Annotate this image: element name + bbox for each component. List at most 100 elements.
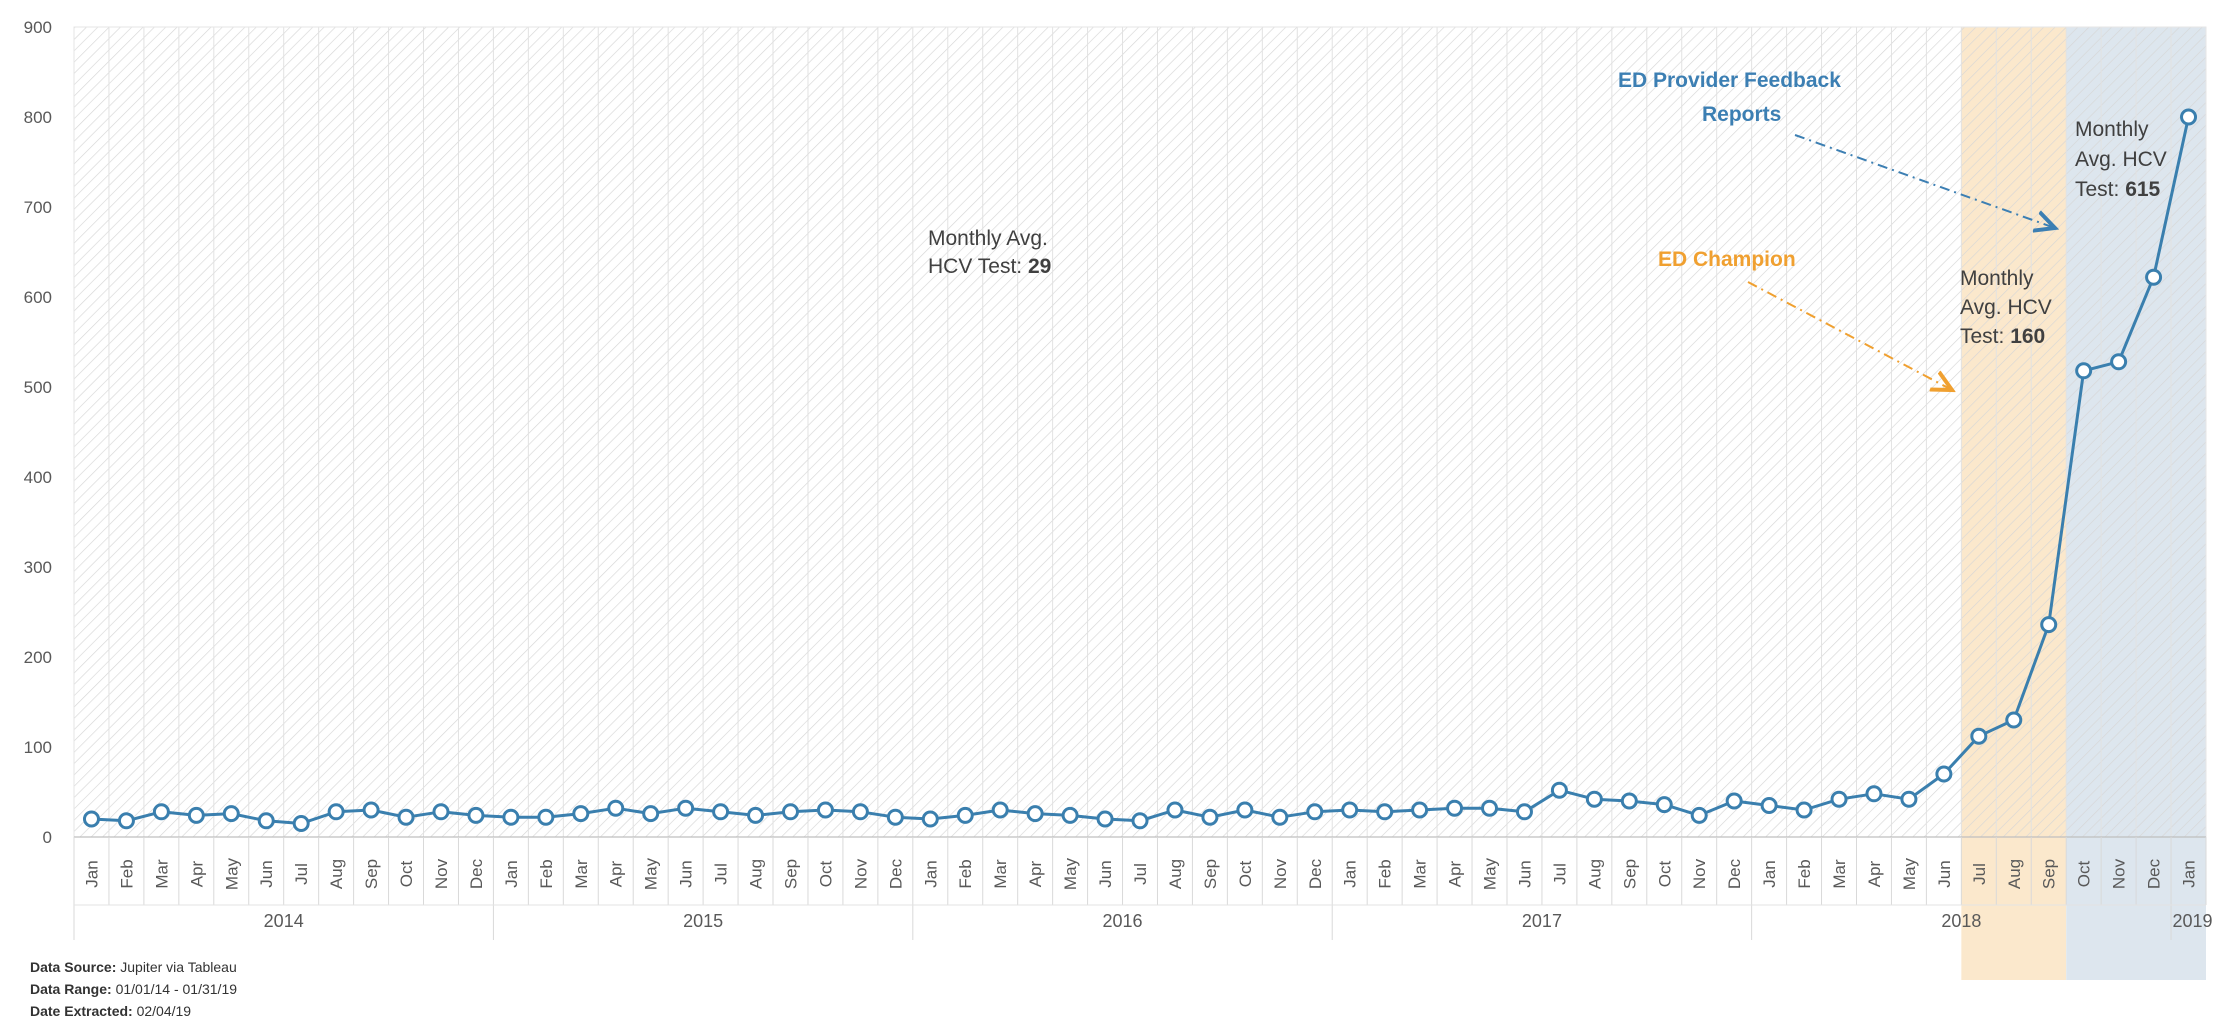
ed-provider-feedback-callout: ED Provider Feedback Reports bbox=[1618, 69, 1847, 126]
footer-extracted: Date Extracted: 02/04/19 bbox=[30, 1003, 192, 1019]
x-tick-label-month: Aug bbox=[1585, 859, 1604, 889]
x-tick-label-month: Nov bbox=[432, 858, 451, 889]
data-point bbox=[1760, 797, 1778, 814]
x-tick-label-month: Feb bbox=[1376, 859, 1395, 888]
data-source-footer: Data Source: Jupiter via Tableau Data Ra… bbox=[30, 956, 237, 1022]
ed-champion-arrow bbox=[1747, 281, 1952, 390]
x-tick-label-month: Jan bbox=[921, 860, 940, 887]
data-point bbox=[1585, 790, 1603, 808]
data-point bbox=[642, 805, 660, 823]
x-tick-label-month: Dec bbox=[1725, 858, 1744, 889]
y-tick-label: 100 bbox=[24, 738, 52, 757]
data-point bbox=[537, 808, 555, 826]
data-point bbox=[991, 801, 1009, 819]
x-tick-label-month: Feb bbox=[956, 859, 975, 888]
x-tick-label-month: Jan bbox=[2180, 860, 2199, 887]
footer-range: Data Range: 01/01/14 - 01/31/19 bbox=[30, 981, 238, 997]
x-tick-label-month: Oct bbox=[1655, 861, 1674, 888]
x-tick-label-month: May bbox=[1061, 857, 1080, 890]
x-tick-label-month: Nov bbox=[2110, 858, 2129, 889]
data-point bbox=[187, 806, 205, 824]
y-tick-label: 200 bbox=[24, 648, 52, 667]
data-point bbox=[257, 812, 275, 830]
data-point bbox=[1725, 792, 1743, 810]
x-tick-label-month: Apr bbox=[1865, 860, 1884, 887]
x-tick-label-month: Sep bbox=[1201, 859, 1220, 889]
data-point bbox=[1306, 803, 1324, 821]
data-point bbox=[1236, 801, 1254, 819]
data-point bbox=[1655, 796, 1673, 814]
x-tick-label-month: Oct bbox=[1236, 861, 1255, 888]
vertical-gridlines bbox=[73, 26, 2207, 838]
x-tick-label-month: Jan bbox=[502, 860, 521, 887]
x-axis: Jan Feb Mar Apr May Jun Jul Aug Sep Oct Nov Dec Jan F… bbox=[73, 836, 2213, 940]
data-point bbox=[1935, 765, 1953, 783]
y-axis: 0 100 200 300 400 500 600 700 800 900 bbox=[24, 18, 52, 847]
x-tick-label-month: Jun bbox=[1096, 860, 1115, 887]
baseline-annotation: Monthly Avg. HCV Test: 29 bbox=[928, 227, 1054, 278]
data-series bbox=[82, 108, 2198, 832]
x-tick-label-month: Sep bbox=[2040, 859, 2059, 889]
x-tick-label-month: Apr bbox=[607, 860, 626, 887]
x-tick-label-month: May bbox=[1481, 857, 1500, 890]
data-point bbox=[397, 808, 415, 826]
data-point bbox=[2040, 616, 2058, 634]
x-tick-label-month: Apr bbox=[1026, 860, 1045, 887]
champion-period-annotation: Monthly Avg. HCV Test: 160 bbox=[1960, 267, 2058, 348]
data-point bbox=[222, 805, 240, 823]
data-point bbox=[2145, 268, 2163, 286]
footer-source: Data Source: Jupiter via Tableau bbox=[30, 959, 237, 975]
data-point bbox=[921, 810, 939, 828]
x-tick-label-month: Oct bbox=[816, 861, 835, 888]
y-tick-label: 0 bbox=[43, 828, 52, 847]
x-tick-label-year: 2015 bbox=[683, 911, 723, 931]
x-tick-label-month: Jun bbox=[257, 860, 276, 887]
ed-champion-callout: ED Champion bbox=[1658, 248, 1796, 271]
data-point bbox=[816, 801, 834, 819]
data-point bbox=[1690, 806, 1708, 824]
x-tick-label-month: Feb bbox=[537, 859, 556, 888]
data-point bbox=[467, 806, 485, 824]
data-point bbox=[1550, 781, 1568, 799]
data-point bbox=[2075, 362, 2093, 380]
x-tick-label-month: Dec bbox=[1306, 858, 1325, 889]
x-tick-label-month: Jul bbox=[292, 863, 311, 885]
x-tick-label-year: 2018 bbox=[1941, 911, 1981, 931]
x-tick-label-month: May bbox=[1900, 857, 1919, 890]
x-tick-label-month: Mar bbox=[152, 859, 171, 889]
data-point bbox=[2110, 353, 2128, 371]
y-tick-label: 800 bbox=[24, 108, 52, 127]
x-tick-label-month: Jun bbox=[677, 860, 696, 887]
data-point bbox=[1026, 805, 1044, 823]
data-point bbox=[1481, 799, 1499, 817]
x-tick-label-month: Aug bbox=[1166, 859, 1185, 889]
x-tick-label-month: Nov bbox=[851, 858, 870, 889]
x-tick-label-month: Jan bbox=[1341, 860, 1360, 887]
data-point bbox=[572, 805, 590, 823]
data-point bbox=[2005, 711, 2023, 729]
x-tick-label-month: Apr bbox=[187, 860, 206, 887]
data-point bbox=[1795, 801, 1813, 819]
data-point bbox=[712, 803, 730, 821]
x-tick-label-month: Dec bbox=[2145, 858, 2164, 889]
data-point bbox=[1865, 785, 1883, 803]
data-point bbox=[781, 803, 799, 821]
x-tick-label-month: Mar bbox=[572, 859, 591, 889]
x-tick-label-month: Nov bbox=[1690, 858, 1709, 889]
data-point bbox=[886, 808, 904, 826]
data-point bbox=[1970, 727, 1988, 745]
x-tick-label-month: Sep bbox=[1620, 859, 1639, 889]
data-point bbox=[502, 808, 520, 826]
x-tick-label-month: Mar bbox=[1411, 859, 1430, 889]
data-point bbox=[1515, 803, 1533, 821]
x-tick-label-month: Sep bbox=[362, 859, 381, 889]
x-tick-label-month: Apr bbox=[1446, 860, 1465, 887]
data-point bbox=[432, 803, 450, 821]
x-tick-label-month: Jun bbox=[1515, 860, 1534, 887]
y-tick-label: 300 bbox=[24, 558, 52, 577]
x-tick-label-month: Feb bbox=[117, 859, 136, 888]
data-point bbox=[117, 812, 135, 830]
data-point bbox=[1620, 792, 1638, 810]
data-point bbox=[607, 799, 625, 817]
x-tick-label-month: Dec bbox=[886, 858, 905, 889]
